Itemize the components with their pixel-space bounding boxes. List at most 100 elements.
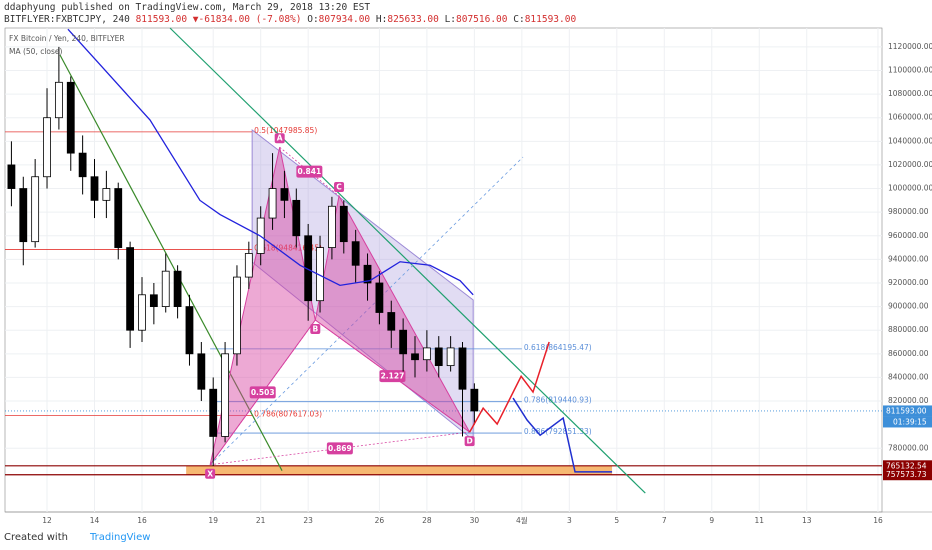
ratio-badge [249, 386, 276, 399]
trendline [59, 54, 283, 471]
symbol: BITFLYER:FXBTCJPY, 240 [4, 14, 130, 25]
candle-body [268, 188, 277, 219]
price: 811593.00 [135, 14, 188, 25]
candle-body [197, 353, 206, 390]
projection [468, 341, 550, 433]
point-badge [334, 181, 345, 192]
y-tick-label: 1080000.00 [888, 89, 932, 98]
y-tick-label: 1020000.00 [888, 160, 932, 169]
price-badge [883, 460, 932, 472]
x-tick-label: 16 [137, 516, 147, 525]
y-tick-label: 920000.00 [888, 278, 929, 287]
x-tick-label: 13 [802, 516, 812, 525]
countdown-badge [883, 416, 932, 428]
y-tick-label: 880000.00 [888, 325, 929, 334]
x-tick-label: 26 [375, 516, 385, 525]
x-tick-label: 4월 [516, 515, 528, 525]
price-badge [883, 405, 932, 417]
fib-label: 0.618(948416.45) [254, 243, 322, 252]
candle-body [90, 176, 99, 201]
author: ddaphyung published on TradingView.com, … [4, 2, 371, 13]
point-badge [205, 468, 216, 479]
x-tick-label: 11 [754, 516, 764, 525]
candle-body [233, 276, 241, 355]
x-tick-label: 5 [614, 516, 619, 525]
ratio-label: 0.841 [297, 167, 321, 176]
ratio-label: 0.869 [328, 444, 352, 453]
candle-body [19, 188, 28, 243]
candle-body [458, 347, 467, 390]
x-tick-label: 23 [303, 516, 313, 525]
candle-body [138, 294, 146, 331]
x-tick-label: 28 [422, 516, 432, 525]
ma-line [67, 28, 474, 296]
y-tick-label: 780000.00 [888, 443, 929, 452]
candle-body [221, 353, 229, 437]
x-tick-label: 21 [256, 516, 266, 525]
point-label: X [207, 469, 213, 478]
candle-body [375, 282, 384, 313]
y-tick-label: 900000.00 [888, 302, 929, 311]
candle-body [209, 388, 218, 437]
point-label: B [312, 325, 318, 334]
candle-body [102, 188, 111, 201]
ratio-badge [326, 442, 353, 455]
candle-body [292, 199, 301, 237]
candle-body [387, 312, 396, 331]
candle-body [363, 264, 372, 284]
l: L: [444, 14, 457, 25]
y-tick-label: 1000000.00 [888, 184, 932, 193]
candle-body [43, 117, 51, 178]
fib-label: 0.618(864195.47) [524, 343, 592, 352]
point-label: C [336, 182, 342, 191]
candle-body [78, 152, 87, 178]
candle-body [328, 205, 336, 248]
candle-body [422, 347, 431, 361]
fib-label: 0.5(1047985.85) [254, 126, 317, 135]
candle-body [470, 388, 479, 412]
fib-label: 0.886(792851.33) [524, 427, 592, 436]
x-tick-label: 9 [709, 516, 714, 525]
y-tick-label: 960000.00 [888, 231, 929, 240]
arrow: ▼ [192, 14, 199, 25]
x-tick-label: 30 [470, 516, 480, 525]
quote: BITFLYER:FXBTCJPY, 240 811593.00 ▼-61834… [4, 14, 576, 26]
candle-body [434, 347, 443, 367]
candle-body [411, 353, 419, 361]
candle-body [66, 81, 75, 154]
ratio-label: 2.127 [381, 372, 405, 381]
legend-title: FX Bitcoin / Yen, 240, BITFLYER [9, 34, 125, 43]
fib-label: 0.786(819440.93) [524, 396, 592, 405]
candle-body [399, 329, 408, 355]
brand[interactable]: TradingView [89, 532, 151, 543]
zone [186, 465, 613, 475]
o: O: [307, 14, 319, 25]
legend-entry: MA (50, close) [9, 47, 63, 56]
point-badge [464, 436, 475, 447]
change: -61834.00 (-7.08%) [198, 14, 302, 25]
candle-body [339, 205, 348, 243]
candle-body [351, 241, 360, 266]
ratio-label: 0.503 [251, 388, 275, 397]
candle-body [161, 270, 170, 307]
fib-label: 0.786(807617.03) [254, 410, 322, 419]
point-label: D [466, 437, 472, 446]
pattern-ratio-line [279, 146, 340, 197]
c-val: 811593.00 [524, 14, 577, 25]
candle-body [114, 188, 123, 248]
ratio-badge [379, 370, 406, 383]
footer: Created with TradingView [4, 532, 150, 543]
y-tick-label: 1060000.00 [888, 113, 932, 122]
price-badge-label: 765132.54 [886, 461, 927, 470]
h: H: [375, 14, 388, 25]
trendline [209, 156, 524, 466]
x-tick-label: 16 [873, 516, 883, 525]
pattern-ratio-line [210, 431, 470, 466]
price-badge [883, 469, 932, 481]
header: ddaphyung published on TradingView.com, … [4, 2, 576, 26]
candle-body [149, 294, 158, 307]
y-tick-label: 1120000.00 [888, 42, 932, 51]
candle-body [244, 253, 253, 278]
